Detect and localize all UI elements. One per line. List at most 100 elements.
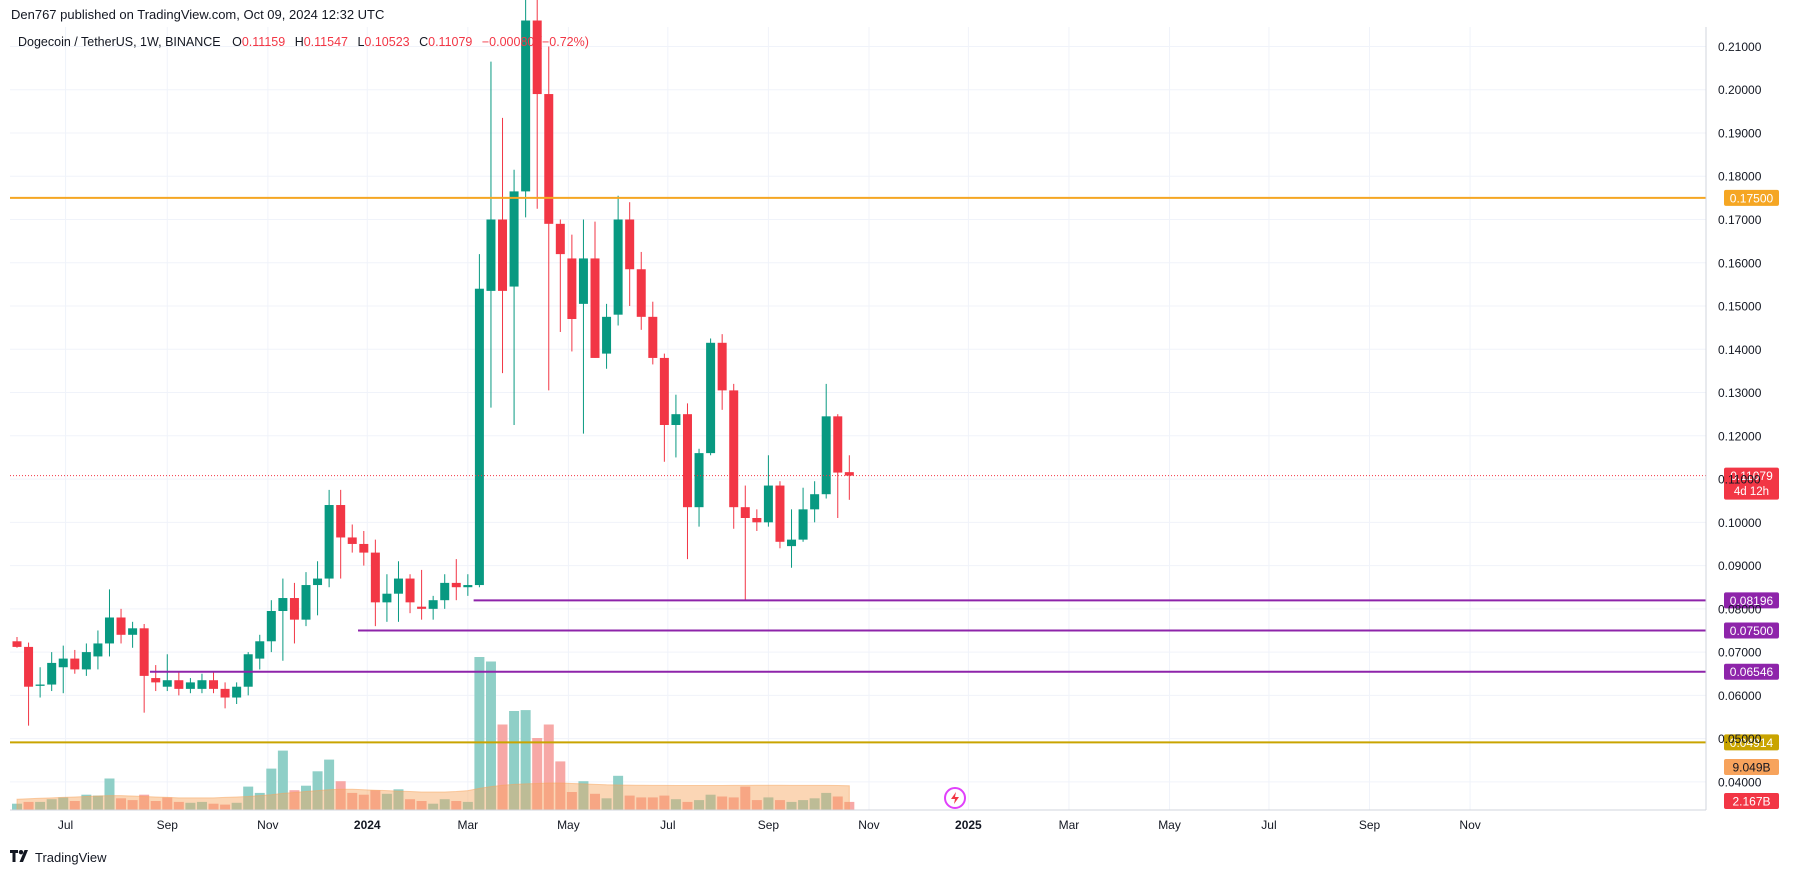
tradingview-logo[interactable]: TradingView xyxy=(10,849,107,865)
price-tick-label: 0.06000 xyxy=(1718,689,1762,703)
candle-body[interactable] xyxy=(694,453,704,508)
candle-body[interactable] xyxy=(590,258,600,358)
legend-symbol: Dogecoin / TetherUS, 1W, BINANCE xyxy=(18,35,221,49)
current-price-label: 0.11079 xyxy=(1730,469,1773,483)
candle-body[interactable] xyxy=(347,537,357,544)
candle-body[interactable] xyxy=(659,357,669,425)
candle-body[interactable] xyxy=(70,658,80,670)
candle-body[interactable] xyxy=(498,219,508,291)
volume-bar xyxy=(231,802,242,810)
candle-body[interactable] xyxy=(682,414,692,508)
candle-body[interactable] xyxy=(116,617,126,635)
candle-body[interactable] xyxy=(440,582,450,601)
candle-body[interactable] xyxy=(578,258,588,304)
candle-body[interactable] xyxy=(671,414,681,425)
candle-body[interactable] xyxy=(162,680,172,687)
candle-body[interactable] xyxy=(324,505,334,579)
candle-body[interactable] xyxy=(151,678,161,683)
candle-body[interactable] xyxy=(174,680,184,689)
candle-body[interactable] xyxy=(93,643,103,657)
candle-body[interactable] xyxy=(104,617,114,644)
candle-body[interactable] xyxy=(740,507,750,518)
candle-body[interactable] xyxy=(532,20,542,95)
volume-bar xyxy=(139,794,150,810)
time-tick-label: 2024 xyxy=(354,818,381,832)
candle-body[interactable] xyxy=(243,654,253,687)
candle-body[interactable] xyxy=(393,578,403,594)
candle-body[interactable] xyxy=(729,390,739,508)
time-tick-label: Mar xyxy=(1059,818,1080,832)
candle-body[interactable] xyxy=(752,517,762,523)
grid xyxy=(10,27,1706,810)
candle-body[interactable] xyxy=(370,552,380,603)
candle-body[interactable] xyxy=(382,593,392,603)
legend-c-value: 0.11079 xyxy=(428,35,472,49)
candle-body[interactable] xyxy=(509,191,519,287)
candle-body[interactable] xyxy=(278,598,288,612)
candle-body[interactable] xyxy=(810,494,820,510)
candle-body[interactable] xyxy=(139,628,149,676)
candle-body[interactable] xyxy=(185,682,195,689)
candle-body[interactable] xyxy=(567,258,577,320)
volume-value-badge xyxy=(1724,759,1779,775)
candle-body[interactable] xyxy=(220,688,230,698)
candle-body[interactable] xyxy=(255,641,265,659)
candle-body[interactable] xyxy=(197,680,207,689)
candle-body[interactable] xyxy=(636,269,646,317)
candle-body[interactable] xyxy=(602,316,612,354)
candle-body[interactable] xyxy=(844,472,854,476)
candle-body[interactable] xyxy=(486,219,496,291)
candles[interactable] xyxy=(12,0,854,726)
candle-body[interactable] xyxy=(12,641,22,647)
candle-body[interactable] xyxy=(209,680,219,689)
volume-bar xyxy=(335,781,346,810)
candle-body[interactable] xyxy=(763,485,773,523)
candle-body[interactable] xyxy=(833,416,843,473)
candle-body[interactable] xyxy=(24,646,34,687)
price-tick-label: 0.14000 xyxy=(1718,343,1762,357)
candle-body[interactable] xyxy=(717,342,727,391)
lightning-icon[interactable] xyxy=(944,787,966,809)
candle-body[interactable] xyxy=(47,662,57,685)
candle-body[interactable] xyxy=(128,628,138,635)
volume-bar xyxy=(428,803,439,810)
candle-body[interactable] xyxy=(787,539,797,547)
volume-bar xyxy=(301,785,311,810)
candle-body[interactable] xyxy=(555,223,565,255)
candle-body[interactable] xyxy=(336,505,346,538)
candle-body[interactable] xyxy=(544,94,554,224)
candle-body[interactable] xyxy=(428,600,438,609)
candle-body[interactable] xyxy=(289,598,299,620)
volume-bar xyxy=(717,796,728,810)
price-levels[interactable]: 0.17500 0.08196 0.07500 0.06546 0.04914 0.110… xyxy=(10,189,1779,809)
candle-body[interactable] xyxy=(648,316,658,358)
legend-o-value: 0.11159 xyxy=(242,35,285,49)
candle-body[interactable] xyxy=(463,585,473,588)
candle-body[interactable] xyxy=(821,416,831,495)
candle-body[interactable] xyxy=(521,20,531,192)
candle-body[interactable] xyxy=(798,509,808,540)
volume-bar xyxy=(81,794,92,810)
volume-bar xyxy=(150,801,161,810)
candle-body[interactable] xyxy=(359,543,369,553)
candle-body[interactable] xyxy=(405,578,415,603)
candle-body[interactable] xyxy=(232,686,242,698)
candle-body[interactable] xyxy=(613,219,623,315)
volume-bar xyxy=(92,795,103,810)
volume-bars xyxy=(12,657,855,811)
candle-body[interactable] xyxy=(266,611,276,642)
candle-body[interactable] xyxy=(417,606,427,609)
candle-body[interactable] xyxy=(301,585,311,620)
candle-body[interactable] xyxy=(706,342,716,454)
candle-body[interactable] xyxy=(81,652,91,670)
candle-body[interactable] xyxy=(775,485,785,542)
volume-bar xyxy=(439,799,450,810)
candle-body[interactable] xyxy=(35,684,45,686)
volume-bar xyxy=(647,797,658,810)
candle-body[interactable] xyxy=(313,578,323,586)
candle-body[interactable] xyxy=(474,288,484,586)
candle-body[interactable] xyxy=(625,219,635,270)
candle-body[interactable] xyxy=(451,582,461,588)
candle-body[interactable] xyxy=(58,658,68,668)
